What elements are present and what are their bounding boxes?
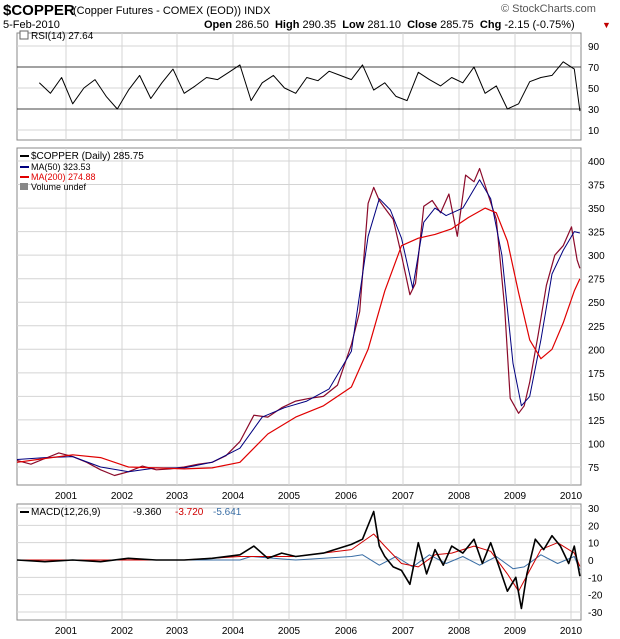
close-value: 285.75 [440,19,474,31]
price-tick-label: 125 [588,416,605,427]
macd-year-label: 2003 [166,626,189,637]
price-tick-label: 75 [588,463,600,474]
macd-year-label: 2008 [448,626,471,637]
ma50-legend-label: MA(50) 323.53 [31,162,91,172]
macd-tick-label: 0 [588,556,594,567]
chg-label: Chg [479,19,502,31]
macd-year-label: 2009 [504,626,527,637]
macd-panel [16,503,582,621]
price-year-label: 2010 [560,491,583,502]
price-legend-label: $COPPER (Daily) 285.75 [31,151,144,162]
macd-year-label: 2007 [392,626,415,637]
macd-year-label: 2002 [111,626,134,637]
macd-line [16,510,581,610]
macd-tick-label: -20 [588,591,603,602]
high-value: 290.35 [302,19,337,31]
ma200-line [16,207,581,470]
price-panel [16,147,582,486]
macd-legend-label: MACD(12,26,9) [31,507,100,518]
rsi-tick-label: 30 [588,105,600,116]
histogram-value-label: -5.641 [213,507,242,518]
macd-year-label: 2010 [560,626,583,637]
rsi-legend-label: RSI(14) 27.64 [31,31,94,42]
close-label: Close [407,19,438,31]
chart-date: 5-Feb-2010 [3,19,60,31]
price-tick-label: 275 [588,275,605,286]
price-tick-label: 400 [588,157,605,168]
rsi-line [38,61,581,112]
price-tick-label: 175 [588,369,605,380]
price-year-label: 2008 [448,491,471,502]
macd-tick-label: 10 [588,539,600,550]
macd-year-label: 2006 [335,626,358,637]
macd-tick-label: -10 [588,573,603,584]
rsi-panel [16,32,582,141]
ohlc-summary: Open 286.50 High 290.35 Low 281.10 Close… [204,19,575,31]
macd-year-label: 2005 [278,626,301,637]
price-tick-label: 200 [588,345,605,356]
price-year-label: 2003 [166,491,189,502]
rsi-tick-label: 10 [588,126,600,137]
price-tick-label: 150 [588,392,605,403]
rsi-tick-label: 90 [588,42,600,53]
price-line [16,167,581,477]
price-tick-label: 225 [588,322,605,333]
chg-value: -2.15 (-0.75%) [504,19,575,31]
rsi-tick-label: 70 [588,63,600,74]
price-year-label: 2004 [222,491,245,502]
macd-value-label: -9.360 [133,507,162,518]
price-tick-label: 325 [588,228,605,239]
price-tick-label: 250 [588,298,605,309]
price-year-label: 2006 [335,491,358,502]
macd-tick-label: -30 [588,608,603,619]
price-tick-label: 300 [588,251,605,262]
high-label: High [274,19,300,31]
down-triangle-icon: ▼ [602,20,611,30]
price-year-label: 2007 [392,491,415,502]
stockcharts-brand: © StockCharts.com [501,3,596,15]
open-label: Open [204,19,233,31]
chart-symbol-title: $COPPER [3,2,75,19]
rsi-legend-swatch [19,30,29,40]
volume-legend-label: Volume undef [31,182,87,192]
price-tick-label: 350 [588,204,605,215]
open-value: 286.50 [235,19,269,31]
price-year-label: 2009 [504,491,527,502]
price-tick-label: 375 [588,181,605,192]
macd-tick-label: 30 [588,504,600,515]
macd-year-label: 2001 [55,626,78,637]
rsi-tick-label: 50 [588,84,600,95]
low-label: Low [342,19,365,31]
macd-tick-label: 20 [588,521,600,532]
chart-subtitle: (Copper Futures - COMEX (EOD)) INDX [73,5,271,17]
low-value: 281.10 [367,19,401,31]
signal-value-label: -3.720 [175,507,204,518]
volume-legend-swatch [20,183,28,190]
ma200-legend-label: MA(200) 274.88 [31,172,96,182]
macd-year-label: 2004 [222,626,245,637]
price-year-label: 2002 [111,491,134,502]
price-tick-label: 100 [588,439,605,450]
price-year-label: 2001 [55,491,78,502]
price-year-label: 2005 [278,491,301,502]
